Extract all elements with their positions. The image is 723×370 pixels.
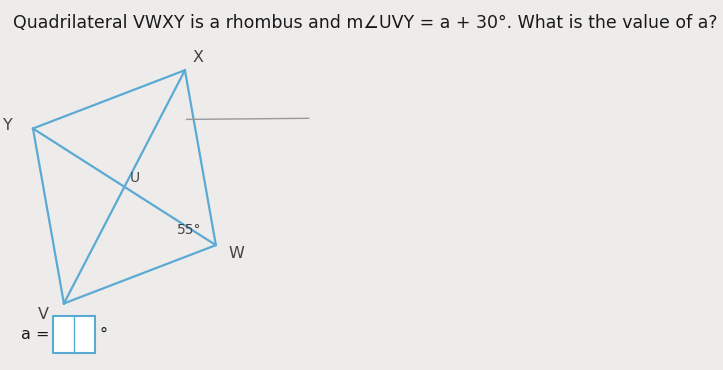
Text: a =: a = (20, 327, 49, 342)
Text: U: U (129, 171, 140, 185)
Text: Quadrilateral VWXY is a rhombus and m∠UVY = a + 30°. What is the value of a?: Quadrilateral VWXY is a rhombus and m∠UV… (13, 14, 718, 32)
Text: X: X (193, 50, 204, 65)
Text: V: V (38, 307, 49, 322)
Bar (53, 316, 95, 353)
Text: 55°: 55° (176, 223, 201, 237)
Text: °: ° (99, 327, 108, 342)
Text: W: W (228, 246, 244, 261)
Text: Y: Y (3, 118, 12, 133)
